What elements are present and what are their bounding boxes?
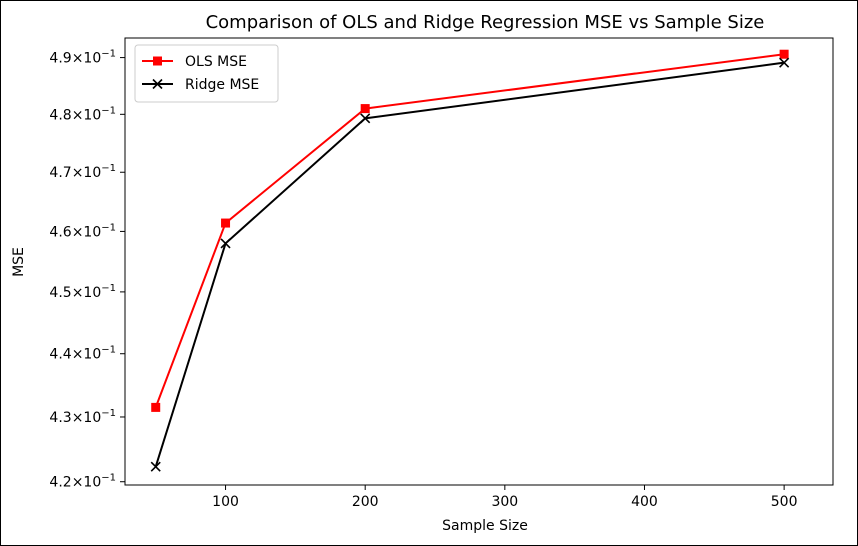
- y-tick-label: 4.8×10−1: [49, 105, 116, 123]
- legend-item-ridge: Ridge MSE: [142, 77, 259, 93]
- legend-square-marker: [153, 56, 162, 66]
- x-axis: 100 200 300 400 500: [212, 485, 797, 510]
- y-tick-label: 4.7×10−1: [49, 163, 116, 181]
- ols-point-marker: [151, 402, 161, 412]
- x-tick-label: 100: [212, 494, 239, 510]
- legend: OLS MSE Ridge MSE: [134, 44, 279, 103]
- y-tick-label: 4.5×10−1: [49, 283, 116, 301]
- series-layer: [150, 49, 790, 472]
- y-tick-label: 4.4×10−1: [49, 345, 116, 363]
- ridge-point-marker: [360, 113, 371, 124]
- series-line-ridge: [154, 61, 785, 467]
- ridge-point-marker: [779, 57, 790, 68]
- x-axis-label: Sample Size: [442, 518, 528, 534]
- legend-x-marker: [152, 78, 163, 90]
- y-axis-label: MSE: [11, 247, 27, 277]
- y-axis: 4.2×10−1 4.3×10−1 4.4×10−1 4.5×10−1 4.6×10−1…: [49, 49, 125, 491]
- series-line-ols: [154, 53, 785, 408]
- legend-item-ols: OLS MSE: [142, 54, 247, 70]
- ols-point-marker: [221, 218, 231, 228]
- legend-label: Ridge MSE: [185, 77, 259, 93]
- legend-box: [134, 44, 279, 103]
- y-tick-label: 4.2×10−1: [49, 473, 116, 491]
- ridge-point-marker: [220, 238, 231, 249]
- y-tick-label: 4.6×10−1: [49, 222, 116, 240]
- y-tick-label: 4.9×10−1: [49, 49, 116, 67]
- x-tick-label: 200: [352, 494, 379, 510]
- x-tick-label: 500: [771, 494, 798, 510]
- x-tick-label: 400: [631, 494, 658, 510]
- plot-area: [124, 37, 834, 486]
- ols-point-marker: [360, 104, 370, 114]
- x-tick-label: 300: [491, 494, 518, 510]
- y-tick-label: 4.3×10−1: [49, 408, 116, 426]
- ols-point-marker: [779, 49, 789, 59]
- legend-label: OLS MSE: [185, 54, 247, 70]
- chart-title: Comparison of OLS and Ridge Regression M…: [206, 12, 765, 33]
- ridge-point-marker: [150, 461, 161, 472]
